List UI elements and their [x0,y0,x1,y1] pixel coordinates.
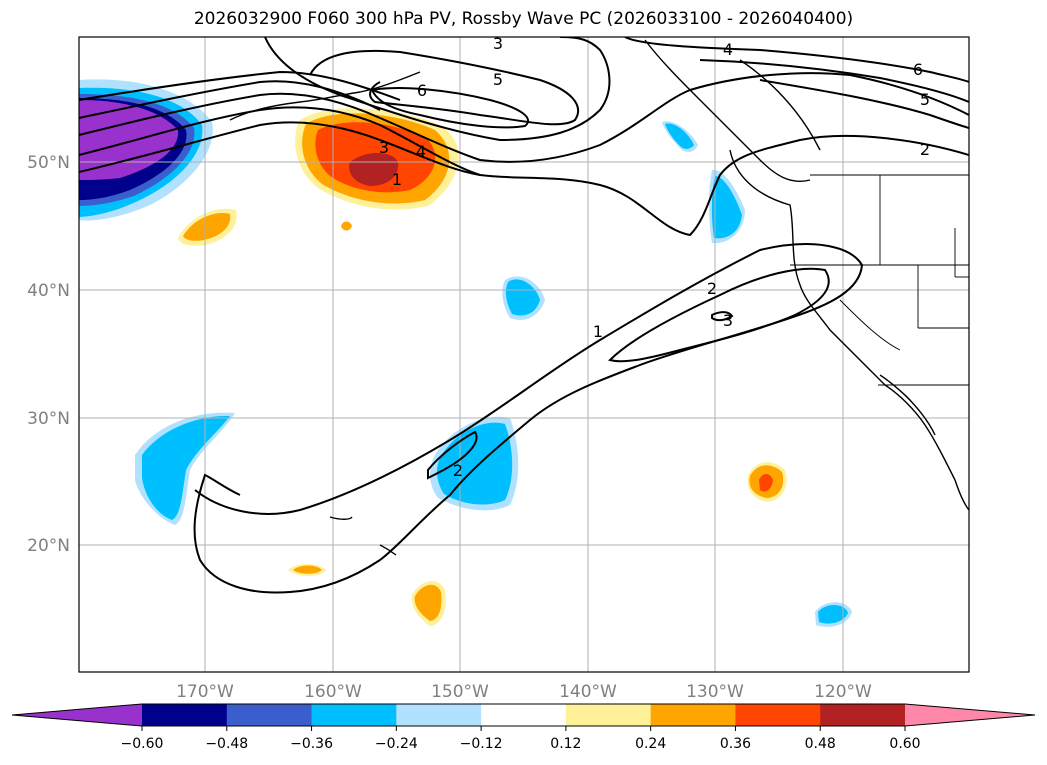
contour-label-2-south: 2 [453,461,463,480]
lat-label-30n: 30°N [27,409,70,429]
colorbar-tick-label: −0.60 [121,736,164,752]
colorbar-tick-label: 0.24 [635,736,666,752]
colorbar-tick-label: −0.12 [460,736,503,752]
contour-label-3-north: 3 [493,34,503,53]
longitude-axis: 170°W 160°W 150°W 140°W 130°W 120°W [176,682,872,702]
colorbar-extend-low [12,704,142,726]
colorbar-tick-label: 0.12 [550,736,581,752]
colorbar-tick-label: 0.48 [805,736,836,752]
contour-label-6-north: 6 [417,81,427,100]
colorbar: −0.60 −0.48 −0.36 −0.24 −0.12 0.12 0.24 0.36 0.4… [11,703,1036,752]
map-frame [78,36,970,673]
lon-label-150w: 150°W [431,682,489,702]
contour-label-6-northeast: 6 [913,60,923,79]
lat-label-50n: 50°N [27,153,70,173]
lat-label-20n: 20°N [27,536,70,556]
colorbar-tick-label: −0.48 [205,736,248,752]
lon-label-160w: 160°W [304,682,362,702]
colorbar-tick-label: 0.60 [889,736,920,752]
map-area [79,37,969,672]
colorbar-tick-label: −0.36 [290,736,333,752]
contour-label-1-center: 1 [593,322,603,341]
contour-label-group: 3 4 6 5 6 5 2 3 4 1 2 3 1 2 [379,34,930,480]
lat-label-40n: 40°N [27,281,70,301]
colorbar-tick-label: −0.24 [375,736,418,752]
contour-label-4-west: 4 [416,142,426,161]
contour-label-2-center: 2 [707,279,717,298]
lon-label-120w: 120°W [814,682,872,702]
wave-contours [79,37,969,594]
colorbar-bin-4 [396,704,482,726]
colorbar-bin-1 [142,704,228,726]
political-borders [790,174,969,386]
contour-label-5-north: 5 [493,70,503,89]
lon-label-170w: 170°W [176,682,234,702]
colorbar-bin-2 [226,704,313,726]
map-title: 2026032900 F060 300 hPa PV, Rossby Wave … [193,9,854,29]
contour-label-5-east: 5 [920,90,930,109]
contour-label-2-east: 2 [920,140,930,159]
latitude-axis: 50°N 40°N 30°N 20°N [27,153,70,556]
contour-label-4-northeast: 4 [723,40,733,59]
lon-label-140w: 140°W [559,682,617,702]
colorbar-bin-9 [820,704,906,726]
lon-label-130w: 130°W [686,682,744,702]
colorbar-bin-5 [481,704,567,726]
colorbar-bin-8 [735,704,821,726]
colorbar-extend-high [905,704,1035,726]
contour-label-3-west: 3 [379,138,389,157]
colorbar-bin-6 [565,704,652,726]
colorbar-tick-label: 0.36 [720,736,751,752]
contour-label-3-center: 3 [723,311,733,330]
colorbar-bin-7 [650,704,736,726]
colorbar-bin-3 [311,704,397,726]
contour-label-1-west: 1 [392,170,402,189]
